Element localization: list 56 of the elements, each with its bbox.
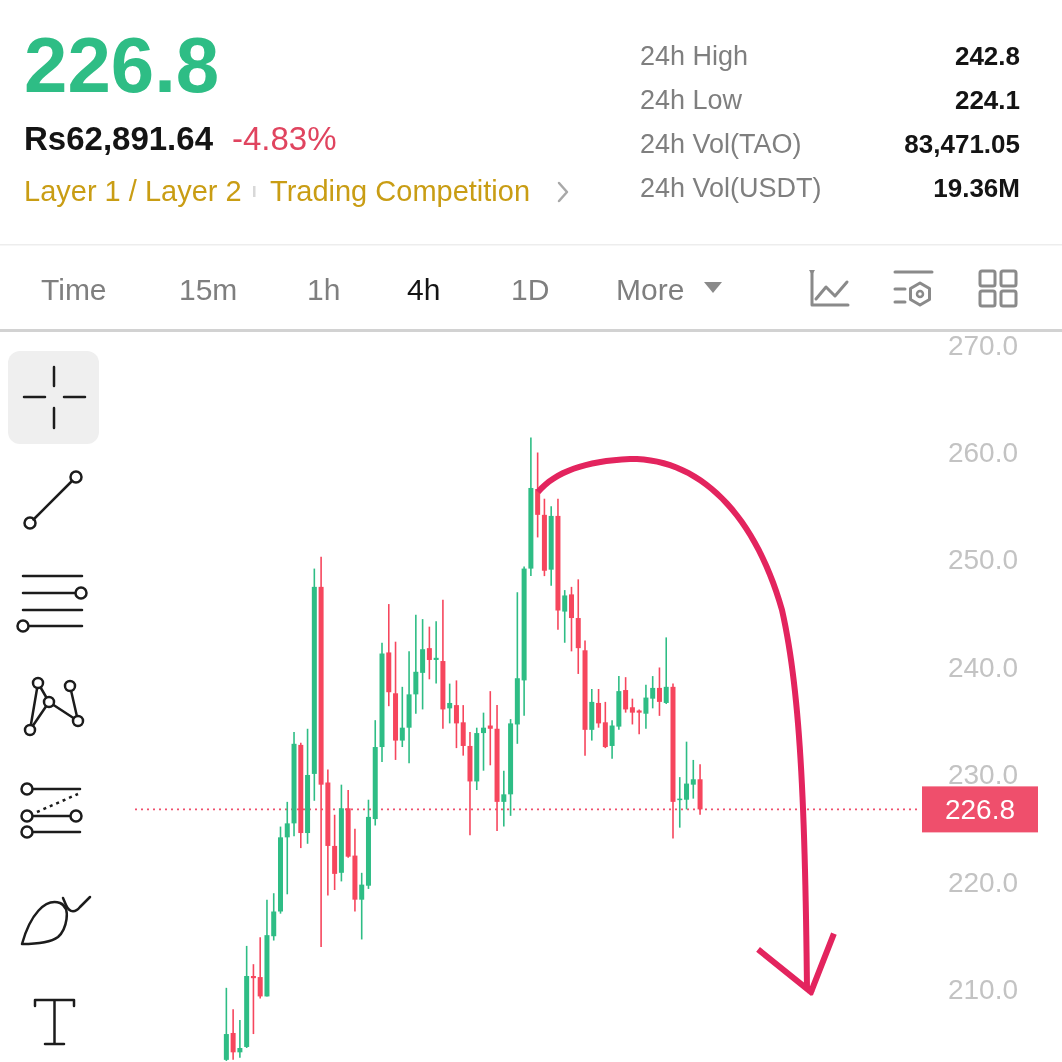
- text: 24h Vol(TAO): [640, 129, 802, 159]
- y-tick-label: 210.0: [947, 974, 1019, 1006]
- candlestick: [420, 618, 426, 711]
- text: 226.8: [24, 21, 220, 109]
- text: 224.1: [954, 85, 1020, 115]
- y-tick-label: 220.0: [947, 866, 1019, 898]
- text: 83,471.05: [904, 129, 1020, 159]
- text: 24h Vol(USDT): [640, 173, 822, 203]
- candlestick: [237, 1019, 243, 1059]
- text: 4h: [407, 273, 441, 306]
- candlestick: [643, 683, 649, 730]
- y-tick-label: 240.0: [947, 651, 1019, 683]
- candlestick: [568, 586, 574, 653]
- y-tick-label: 270.0: [947, 329, 1019, 361]
- candlestick: [690, 759, 696, 800]
- text: 24h Low: [640, 85, 743, 115]
- candlestick: [656, 666, 662, 717]
- candlestick: [284, 801, 290, 896]
- candlestick: [250, 963, 256, 1035]
- candlestick: [684, 740, 690, 811]
- candlestick: [447, 682, 453, 725]
- candlestick: [399, 686, 405, 748]
- text: 24h High: [640, 41, 749, 71]
- y-tick-label: 260.0: [947, 437, 1019, 468]
- candlestick: [460, 704, 466, 757]
- candlestick: [650, 675, 656, 710]
- candlestick: [453, 679, 459, 749]
- candlestick: [596, 688, 602, 729]
- y-tick-label: 230.0: [947, 759, 1019, 791]
- text: Time: [41, 273, 107, 306]
- candlestick: [663, 636, 669, 705]
- text: 15m: [179, 273, 238, 306]
- text: Rs62,891.64: [24, 120, 214, 157]
- text: 1h: [307, 273, 341, 306]
- y-tick-label: 250.0: [947, 544, 1019, 576]
- candlestick: [501, 769, 507, 828]
- candlestick: [636, 708, 642, 735]
- candlestick: [413, 614, 419, 715]
- candlestick: [629, 697, 635, 726]
- text: 1D: [511, 273, 550, 306]
- candlestick: [230, 1008, 236, 1061]
- candlestick: [623, 676, 629, 714]
- candlestick: [562, 589, 568, 644]
- text: Trading Competition: [270, 175, 531, 207]
- candlestick: [433, 620, 439, 685]
- text: More: [616, 273, 685, 306]
- text: -4.83%: [232, 120, 337, 157]
- text: Layer 1 / Layer 2: [24, 175, 242, 207]
- text: 242.8: [954, 41, 1020, 71]
- candlestick: [359, 872, 365, 941]
- candlestick: [487, 690, 493, 767]
- candlestick: [426, 625, 432, 681]
- text: 19.36M: [933, 173, 1020, 203]
- candlestick: [257, 936, 263, 1000]
- ref-line-label: 226.8: [944, 793, 1016, 825]
- candlestick: [481, 711, 487, 772]
